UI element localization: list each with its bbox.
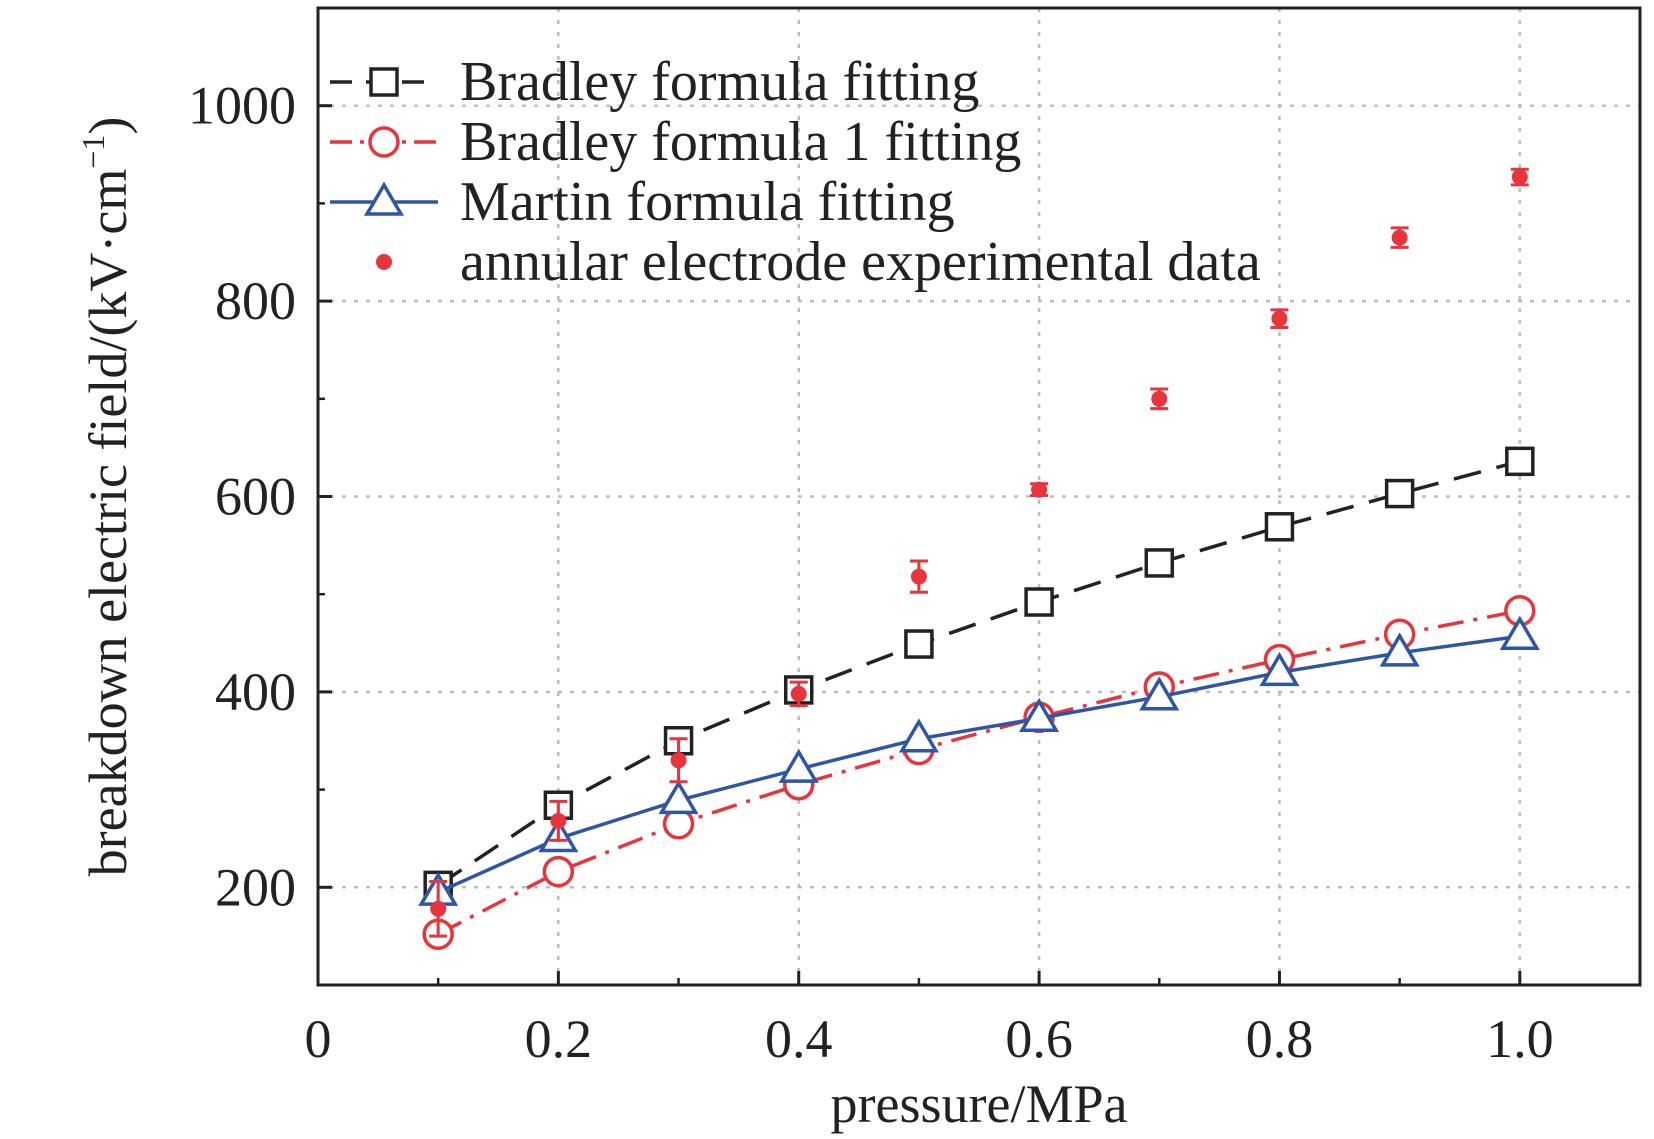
x-tick-label: 0.8: [1246, 1009, 1314, 1069]
grid-lines: [318, 8, 1640, 985]
data-point: [1384, 478, 1415, 509]
legend-label: annular electrode experimental data: [460, 231, 1261, 293]
data-point: [670, 752, 687, 769]
data-point: [430, 900, 447, 917]
y-axis-label-superscript: −1: [75, 135, 111, 169]
data-point: [910, 568, 927, 585]
series-line: [437, 459, 1521, 887]
x-tick-label: 0.4: [765, 1009, 833, 1069]
data-point: [1391, 229, 1408, 246]
data-point: [1024, 587, 1054, 617]
series-line: [437, 609, 1521, 936]
data-point: [1505, 446, 1535, 477]
series-line: [437, 634, 1521, 894]
series-2: [422, 595, 1536, 950]
data-point: [1259, 651, 1300, 687]
y-axis-label-main: breakdown electric field/(kV·cm: [78, 169, 138, 877]
y-tick-label: 400: [215, 662, 296, 722]
series-4: [429, 167, 1529, 938]
data-point: [1031, 481, 1048, 498]
data-point: [790, 685, 807, 702]
y-axis-label: breakdown electric field/(kV·cm−1): [75, 117, 138, 877]
data-point: [1511, 169, 1528, 186]
series-1: [423, 446, 1535, 901]
data-point: [1019, 697, 1060, 733]
legend-marker: [368, 126, 400, 158]
data-point: [1139, 676, 1180, 711]
data-point: [658, 779, 699, 815]
y-tick-label: 800: [215, 271, 296, 331]
data-point: [550, 812, 567, 829]
y-tick-label: 1000: [188, 76, 296, 136]
legend-entry: Bradley formula 1 fitting: [330, 111, 1021, 173]
y-tick-label: 200: [215, 857, 296, 917]
data-point: [1264, 512, 1295, 542]
legend-entry: Bradley formula fitting: [330, 51, 979, 113]
x-tick-label: 1.0: [1486, 1009, 1554, 1069]
legend-label: Martin formula fitting: [460, 171, 955, 233]
legend-marker: [376, 254, 392, 270]
legend-label: Bradley formula fitting: [460, 51, 979, 113]
x-tick-label: 0.2: [525, 1009, 593, 1069]
x-tick-label: 0: [305, 1009, 332, 1069]
legend-entry: Martin formula fitting: [330, 171, 955, 233]
data-point: [1151, 390, 1168, 407]
legend-marker: [363, 181, 405, 216]
data-point: [1144, 548, 1175, 578]
data-point: [1499, 615, 1540, 650]
data-point: [904, 629, 934, 659]
axis-ticks: 0 0.2 0.4 0.6 0.8 1.0 200 400 600 800 1000: [188, 6, 1642, 1069]
x-tick-label: 0.6: [1005, 1009, 1073, 1069]
plot-series: [418, 167, 1540, 950]
y-tick-label: 600: [215, 467, 296, 527]
y-axis-label-close: ): [78, 117, 138, 135]
x-axis-label: pressure/MPa: [831, 1074, 1128, 1134]
data-point: [1271, 310, 1288, 327]
data-point: [1379, 632, 1420, 667]
data-point: [898, 718, 939, 753]
legend-marker: [369, 67, 399, 97]
legend-entry: annular electrode experimental data: [376, 231, 1261, 293]
legend-label: Bradley formula 1 fitting: [460, 111, 1021, 173]
data-point: [778, 748, 819, 783]
data-point: [542, 855, 575, 888]
